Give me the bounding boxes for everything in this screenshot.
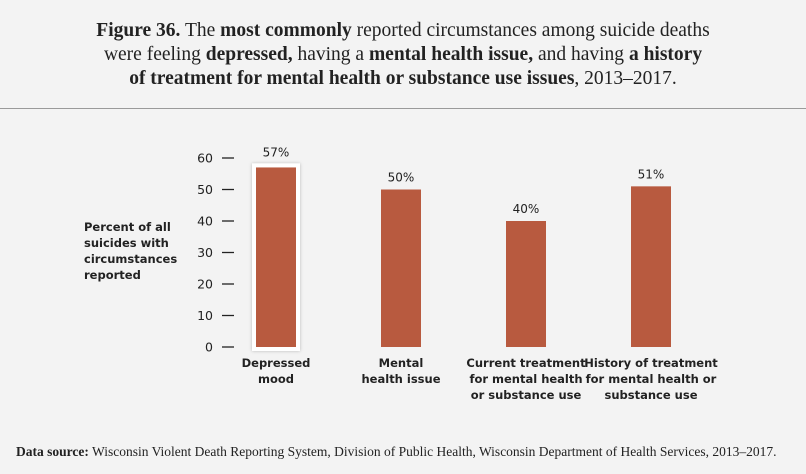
y-axis-label-line: circumstances — [84, 252, 178, 266]
category-label: History of treatment — [584, 356, 718, 370]
y-tick-label: 0 — [205, 340, 213, 355]
category-label: mood — [258, 372, 294, 386]
title-line: were feeling depressed, having a mental … — [0, 43, 806, 67]
category-label: Depressed — [242, 356, 311, 370]
y-axis-label-line: suicides with — [84, 236, 169, 250]
y-axis-label-line: reported — [84, 268, 141, 282]
title-segment: and having — [533, 44, 629, 65]
y-tick-label: 30 — [197, 245, 213, 260]
category-label: or substance use — [471, 388, 582, 402]
title-segment: of treatment for mental health or substa… — [129, 68, 575, 89]
title-segment: , 2013–2017. — [574, 68, 677, 89]
data-label: 51% — [638, 167, 665, 181]
category-label: Current treatment — [466, 356, 586, 370]
category-label: for mental health or — [586, 372, 717, 386]
title-segment: Figure 36. — [96, 20, 181, 41]
title-segment: reported circumstances among suicide dea… — [351, 20, 710, 41]
data-label: 40% — [513, 202, 540, 216]
data-source-label: Data source: — [16, 444, 89, 459]
title-segment: having a — [292, 44, 369, 65]
title-divider — [0, 108, 806, 109]
bar — [381, 189, 421, 347]
y-tick-label: 40 — [197, 214, 213, 229]
bar — [631, 186, 671, 347]
category-label: for mental health — [469, 372, 582, 386]
data-label: 57% — [263, 145, 290, 159]
title-line: Figure 36. The most commonly reported ci… — [0, 19, 806, 43]
data-source: Data source: Wisconsin Violent Death Rep… — [16, 444, 777, 460]
y-tick-label: 20 — [197, 277, 213, 292]
title-line: of treatment for mental health or substa… — [0, 67, 806, 91]
y-axis-label: Percent of all suicides with circumstances… — [84, 219, 194, 283]
y-tick-label: 60 — [197, 151, 213, 166]
category-label: Mental — [379, 356, 424, 370]
title-segment: depressed, — [205, 44, 293, 65]
bar — [256, 167, 296, 347]
category-label: health issue — [362, 372, 441, 386]
y-tick-label: 50 — [197, 182, 213, 197]
data-source-text: Wisconsin Violent Death Reporting System… — [88, 444, 777, 459]
title-segment: were feeling — [103, 44, 206, 65]
figure-title: Figure 36. The most commonly reported ci… — [0, 19, 806, 91]
category-label: substance use — [604, 388, 697, 402]
title-segment: a history — [628, 44, 703, 65]
y-axis-label-line: Percent of all — [84, 220, 171, 234]
data-label: 50% — [388, 171, 415, 185]
title-segment: most commonly — [220, 20, 352, 41]
title-segment: mental health issue, — [368, 44, 534, 65]
bar — [506, 221, 546, 347]
title-segment: The — [180, 20, 221, 41]
y-tick-label: 10 — [197, 308, 213, 323]
